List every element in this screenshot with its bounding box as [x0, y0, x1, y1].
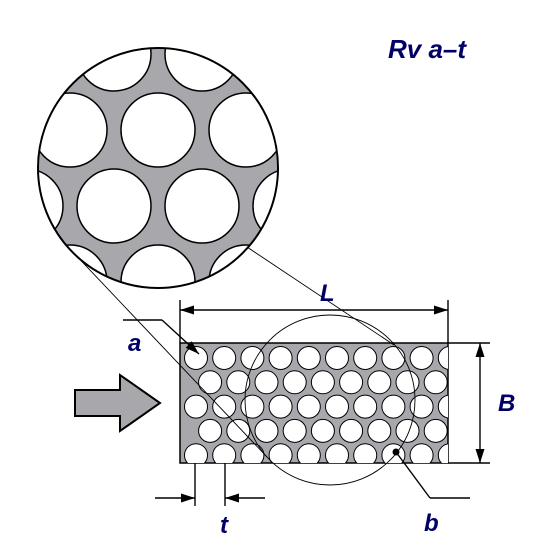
- leader-label-b: b: [424, 510, 439, 538]
- dim-label-L: L: [320, 280, 335, 308]
- direction-arrow: [75, 375, 160, 431]
- dim-t: [155, 463, 265, 506]
- title-text: Rv a–t: [388, 34, 466, 65]
- leader-label-a: a: [128, 330, 141, 358]
- perforation-diagram: [0, 0, 550, 550]
- dim-B: [448, 343, 490, 463]
- dim-label-t: t: [220, 512, 228, 540]
- dim-L: [180, 300, 448, 343]
- dim-label-B: B: [498, 390, 515, 418]
